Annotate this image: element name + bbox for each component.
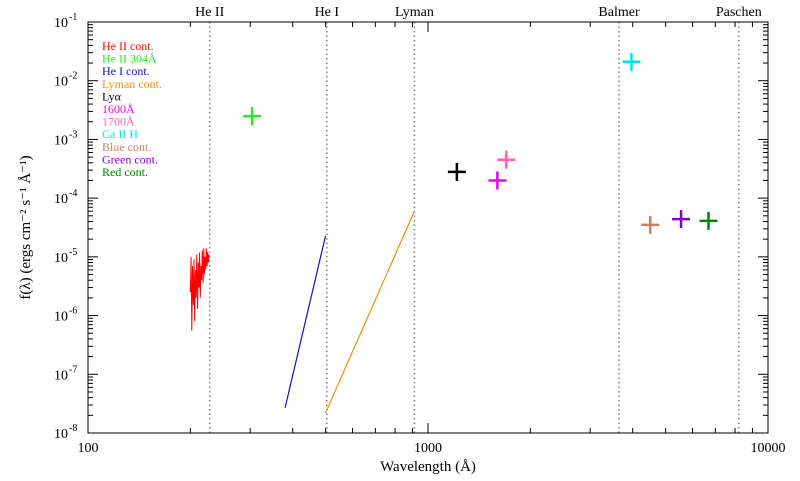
y-tick-exponent: -3 [69,129,77,140]
y-tick-exponent: -2 [69,71,77,82]
y-tick-label: 10 [54,368,68,383]
line-he-i-cont [284,235,327,408]
legend-item: 1600Å [102,102,135,116]
tick-labels: He II He I Lyman Balmer Paschen 100 1000 10000 1… [54,5,786,456]
y-tick-exponent: -1 [69,12,77,23]
data-point [641,215,660,234]
y-tick-label: 10 [54,75,68,90]
y-tick-label: 10 [54,16,68,31]
data-point [622,52,641,71]
y-tick-exponent: -4 [69,188,77,199]
axis-ticks [87,21,769,434]
spectrum-he-ii-cont [189,248,210,331]
legend-item: Ca II H [102,127,138,141]
line-lyman-cont [325,210,415,414]
edge-label: He I [315,5,340,20]
data-point [497,150,516,169]
x-axis-title: Wavelength (Å) [380,459,476,475]
edge-label: He II [195,5,224,20]
x-tick-label: 100 [78,441,99,456]
y-tick-label: 10 [54,133,68,148]
y-axis-title: f(λ) (ergs cm⁻² s⁻¹ Å⁻¹) [18,155,34,299]
data-point [447,162,466,181]
legend-item: Lyman cont. [102,77,162,91]
legend-item: He I cont. [102,64,150,78]
edge-label: Balmer [598,5,640,20]
legend-item: Red cont. [102,165,148,179]
legend-item: 1700Å [102,115,135,129]
y-tick-exponent: -7 [69,364,77,375]
legend-item: He II cont. [102,39,154,53]
plot-frame [87,21,769,434]
y-tick-label: 10 [54,310,68,325]
legend-item: Green cont. [102,152,158,166]
legend-item: Blue cont. [102,140,151,154]
y-tick-exponent: -5 [69,247,77,258]
edge-label: Lyman [395,5,434,20]
y-tick-label: 10 [54,427,68,442]
data-point [699,211,718,230]
data-point [243,107,262,126]
x-tick-label: 1000 [414,441,442,456]
y-tick-label: 10 [54,192,68,207]
edge-lines [208,22,740,433]
data-point [488,171,507,190]
y-tick-label: 10 [54,251,68,266]
legend-item: Lyα [102,89,122,103]
edge-label: Paschen [716,5,762,20]
y-tick-exponent: -8 [69,423,77,434]
data-marks [189,52,718,414]
x-tick-label: 10000 [751,441,786,456]
legend-item: He II 304Å [102,52,157,66]
data-point [672,210,691,229]
y-tick-exponent: -6 [69,306,77,317]
